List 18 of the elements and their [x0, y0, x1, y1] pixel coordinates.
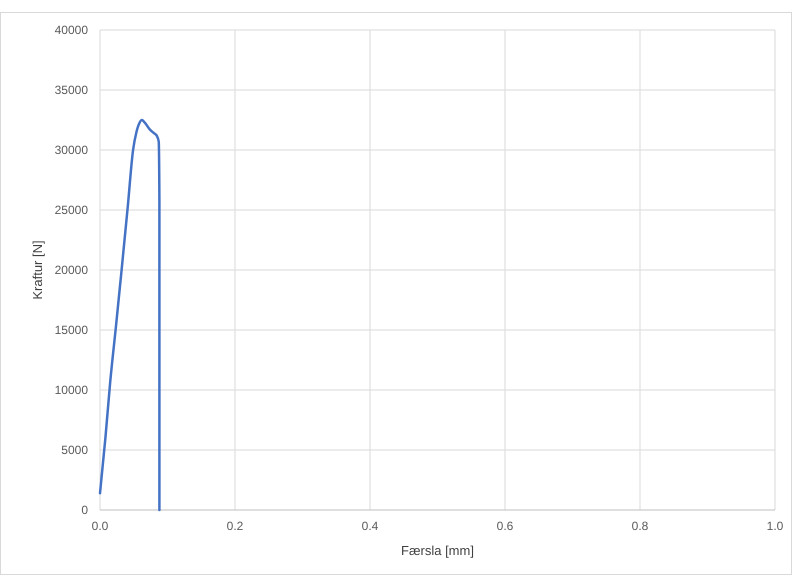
y-tick-label: 20000	[54, 263, 88, 278]
x-tick-label: 0.2	[226, 519, 244, 533]
y-tick-label: 25000	[54, 203, 88, 218]
x-tick-label: 0.0	[92, 519, 109, 533]
y-tick-label: 30000	[54, 143, 88, 158]
y-tick-label: 0	[81, 503, 88, 518]
y-tick-label: 5000	[61, 443, 88, 458]
x-tick-label: 0.6	[496, 519, 514, 533]
line-series	[98, 118, 161, 512]
x-tick-label: 0.4	[362, 519, 379, 533]
y-tick-label: 40000	[54, 23, 88, 38]
y-axis-title: Kraftur [N]	[30, 240, 45, 300]
y-tick-label: 35000	[54, 83, 88, 98]
y-tick-label: 10000	[54, 383, 88, 398]
y-tick-label: 15000	[54, 323, 88, 338]
x-axis-title: Færsla [mm]	[401, 543, 474, 558]
x-tick-label: 1.0	[766, 519, 784, 533]
x-tick-label: 0.8	[632, 519, 649, 533]
